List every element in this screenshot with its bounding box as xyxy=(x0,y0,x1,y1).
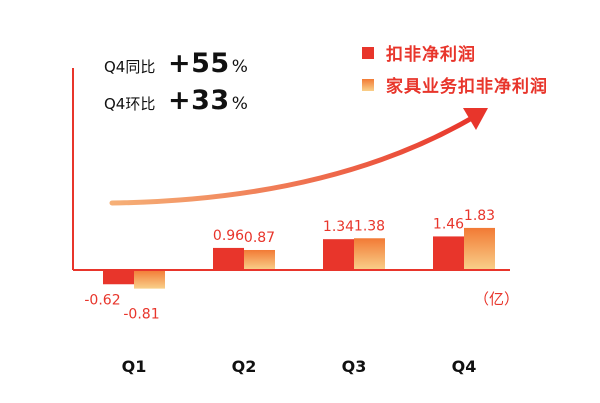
bar-q3-series-2 xyxy=(354,238,385,270)
value-label-q3-series-2: 1.38 xyxy=(354,218,385,234)
category-label-q3: Q3 xyxy=(342,357,367,376)
kpi-qoq: Q4环比 +33 % xyxy=(104,85,248,116)
legend-label-net-profit: 扣非净利润 xyxy=(386,45,476,65)
kpi-yoy-unit: % xyxy=(231,57,248,77)
kpi-yoy-value: +55 xyxy=(168,48,230,79)
bar-q2-series-1 xyxy=(213,247,244,270)
legend-label-furniture-profit: 家具业务扣非净利润 xyxy=(386,77,548,97)
trend-arrow-head xyxy=(463,108,488,130)
trend-arrow-line xyxy=(109,115,475,206)
unit-label: （亿） xyxy=(474,290,520,308)
value-label-q1-series-2: -0.81 xyxy=(123,307,159,323)
kpi-qoq-label: Q4环比 xyxy=(104,95,156,113)
value-label-q2-series-2: 0.87 xyxy=(244,230,275,246)
bar-q4-series-2 xyxy=(464,227,495,270)
bar-q3-series-1 xyxy=(323,239,354,270)
bar-q4-series-1 xyxy=(433,236,464,270)
kpi-qoq-unit: % xyxy=(231,94,248,114)
kpi-yoy: Q4同比 +55 % xyxy=(104,48,248,79)
legend-swatch-primary xyxy=(362,46,374,59)
value-label-q4-series-1: 1.46 xyxy=(433,216,464,232)
bar-q2-series-2 xyxy=(244,249,275,270)
legend-item-furniture-profit: 家具业务扣非净利润 xyxy=(362,72,548,97)
bar-q1-series-2 xyxy=(134,270,165,289)
kpi-qoq-value: +33 xyxy=(168,85,230,116)
legend-swatch-secondary xyxy=(362,78,374,91)
value-label-q1-series-1: -0.62 xyxy=(84,292,120,308)
category-label-q2: Q2 xyxy=(232,357,257,376)
value-label-q4-series-2: 1.83 xyxy=(464,208,495,224)
category-label-q4: Q4 xyxy=(452,357,477,376)
value-label-q2-series-1: 0.96 xyxy=(213,228,244,244)
kpi-yoy-label: Q4同比 xyxy=(104,58,156,76)
value-label-q3-series-1: 1.34 xyxy=(323,219,354,235)
bar-q1-series-1 xyxy=(103,270,134,285)
legend-item-net-profit: 扣非净利润 xyxy=(362,40,476,65)
category-label-q1: Q1 xyxy=(122,357,147,376)
